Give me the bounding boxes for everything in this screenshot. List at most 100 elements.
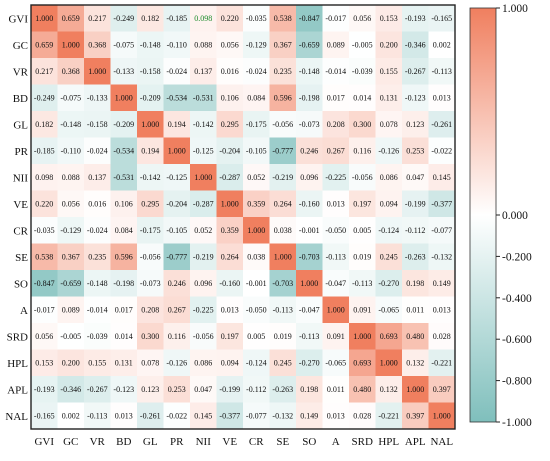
cell-value-label: 0.116	[168, 332, 186, 341]
cell-value-label: 0.056	[62, 200, 80, 209]
cell-value-label: 0.106	[115, 200, 133, 209]
cell-value-label: -0.110	[167, 41, 187, 50]
heatmap-cell	[84, 323, 111, 350]
heatmap-cell	[402, 349, 429, 377]
heatmap-cell	[269, 58, 297, 85]
cell-value-label: -0.703	[299, 253, 320, 262]
cell-value-label: -0.056	[272, 120, 293, 129]
cell-value-label: 0.005	[247, 332, 265, 341]
cell-value-label: 0.019	[353, 253, 371, 262]
cell-value-label: -0.056	[140, 253, 161, 262]
cell-value-label: 0.367	[274, 41, 292, 50]
heatmap-cell	[402, 190, 429, 218]
y-tick-label: NII	[13, 172, 29, 184]
cell-value-label: -0.287	[193, 200, 214, 209]
heatmap-cell	[243, 31, 270, 59]
cell-value-label: 0.693	[380, 332, 398, 341]
cell-value-label: -0.112	[246, 385, 266, 394]
heatmap-cell	[110, 5, 138, 32]
cell-value-label: 0.091	[353, 306, 371, 315]
cell-value-label: -0.017	[34, 306, 55, 315]
heatmap-cell	[110, 84, 138, 112]
heatmap-cell	[57, 349, 85, 377]
heatmap-cell	[57, 243, 85, 271]
cell-value-label: 0.155	[380, 67, 398, 76]
heatmap-cell	[216, 349, 244, 377]
heatmap-cell	[375, 111, 403, 138]
cell-value-label: 0.094	[221, 359, 239, 368]
heatmap-cell	[216, 402, 244, 430]
heatmap-cell	[216, 58, 244, 85]
heatmap-cell	[84, 270, 111, 297]
cell-value-label: 0.013	[327, 412, 345, 421]
cell-value-label: 0.002	[62, 412, 80, 421]
x-tick-label: VE	[222, 436, 237, 448]
cell-value-label: -0.221	[431, 359, 452, 368]
cell-value-label: 0.596	[274, 94, 292, 103]
cell-value-label: 0.200	[380, 41, 398, 50]
cell-value-label: -0.160	[219, 279, 240, 288]
cell-value-label: 0.153	[35, 359, 53, 368]
heatmap-cell	[110, 376, 138, 403]
cell-value-label: 0.106	[221, 94, 239, 103]
cell-value-label: 1.000	[168, 147, 186, 156]
y-tick-label: VE	[13, 199, 28, 211]
heatmap-cell	[296, 323, 323, 350]
cell-value-label: -0.777	[166, 253, 187, 262]
heatmap-cell	[216, 111, 244, 138]
heatmap-cell	[57, 31, 85, 59]
x-tick-label: VR	[90, 436, 106, 448]
heatmap-cell	[57, 270, 85, 297]
cell-value-label: 0.368	[88, 41, 106, 50]
heatmap-cell	[296, 111, 323, 138]
heatmap-cell	[110, 323, 138, 350]
cell-value-label: 0.013	[433, 94, 451, 103]
heatmap-cell	[349, 31, 376, 59]
heatmap-cell	[428, 217, 456, 244]
y-tick-label: VR	[13, 66, 29, 78]
cell-value-label: -0.050	[246, 306, 267, 315]
heatmap-cell	[375, 323, 403, 350]
cell-value-label: 0.131	[115, 359, 133, 368]
heatmap-cell	[216, 376, 244, 403]
heatmap-cell	[428, 164, 456, 191]
cell-value-label: 0.002	[433, 41, 451, 50]
cell-value-label: 1.000	[88, 67, 106, 76]
cell-value-label: -0.377	[219, 412, 240, 421]
heatmap-cell	[375, 349, 403, 377]
cell-value-label: 0.155	[88, 359, 106, 368]
heatmap-cell	[31, 217, 58, 244]
heatmap-cell	[216, 164, 244, 191]
heatmap-cell	[349, 164, 376, 191]
heatmap-cell	[163, 402, 191, 430]
heatmap-cell	[296, 217, 323, 244]
cell-value-label: -0.113	[273, 306, 293, 315]
heatmap-cell	[110, 137, 138, 165]
x-tick-label: GL	[143, 436, 158, 448]
cell-value-label: 0.089	[327, 41, 345, 50]
cell-value-label: 1.000	[115, 94, 133, 103]
heatmap-cell	[349, 5, 376, 32]
heatmap-cell	[243, 376, 270, 403]
heatmap-cell	[57, 217, 85, 244]
cell-value-label: 0.094	[380, 200, 398, 209]
heatmap-cell	[375, 5, 403, 32]
heatmap-cell	[269, 137, 297, 165]
heatmap-cell	[216, 217, 244, 244]
heatmap-cell	[190, 323, 217, 350]
cell-value-label: 0.137	[194, 67, 212, 76]
cell-value-label: 0.693	[353, 359, 371, 368]
cell-value-label: -0.199	[219, 385, 240, 394]
heatmap-cell	[31, 349, 58, 377]
heatmap-cell	[31, 270, 58, 297]
cell-value-label: 0.208	[327, 120, 345, 129]
cell-value-label: -0.346	[60, 385, 81, 394]
cell-value-label: -0.267	[405, 67, 426, 76]
heatmap-cell	[428, 270, 456, 297]
cell-value-label: 0.011	[327, 385, 345, 394]
colorbar-gradient	[469, 7, 497, 423]
cell-value-label: -0.056	[193, 332, 214, 341]
heatmap-cell	[84, 402, 111, 430]
cell-value-label: -0.160	[299, 200, 320, 209]
